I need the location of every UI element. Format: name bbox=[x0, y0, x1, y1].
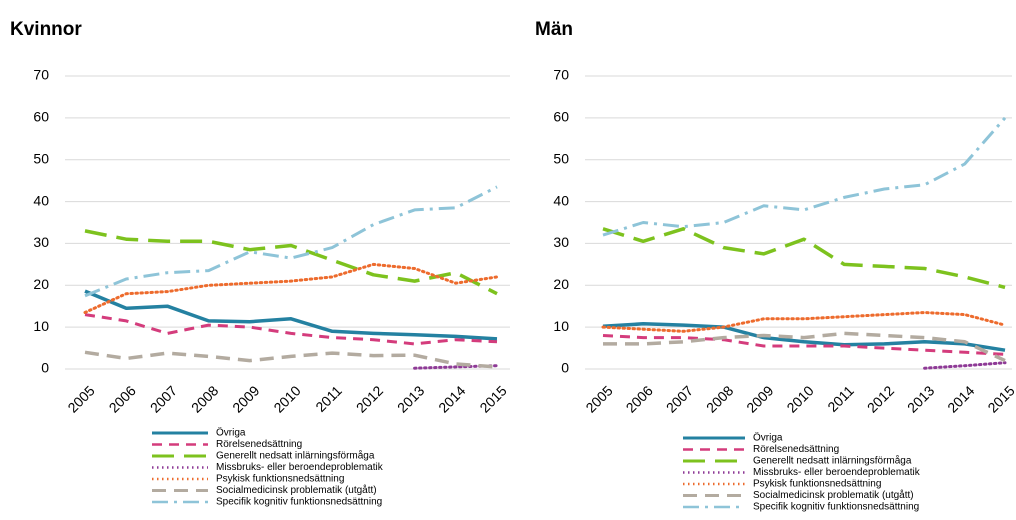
y-tick-label: 40 bbox=[553, 192, 569, 208]
line-series bbox=[84, 229, 498, 296]
line-series bbox=[83, 262, 499, 314]
line-series bbox=[602, 116, 1007, 237]
legend-label: Psykisk funktionsnedsättning bbox=[216, 474, 344, 485]
chart-title: Kvinnor bbox=[10, 19, 82, 40]
legend-label: Socialmedicinsk problematik (utgått) bbox=[216, 484, 377, 496]
line-series bbox=[603, 331, 1006, 363]
y-tick-label: 50 bbox=[553, 150, 569, 166]
y-tick-label: 60 bbox=[553, 109, 569, 125]
line-series bbox=[84, 289, 498, 341]
legend-label: Missbruks- eller beroendeproblematik bbox=[216, 462, 384, 473]
line-series bbox=[84, 350, 498, 369]
x-tick-label: 2014 bbox=[435, 382, 468, 415]
y-tick-label: 40 bbox=[33, 192, 49, 208]
legend-label: Rörelsenedsättning bbox=[753, 444, 839, 455]
y-tick-label: 70 bbox=[553, 67, 569, 83]
legend-label: Missbruks- eller beroendeproblematik bbox=[753, 467, 921, 478]
x-tick-label: 2010 bbox=[783, 382, 816, 415]
x-tick-label: 2005 bbox=[582, 382, 615, 415]
x-tick-label: 2014 bbox=[944, 382, 977, 415]
legend-label: Specifik kognitiv funktionsnedsättning bbox=[216, 497, 382, 508]
x-tick-label: 2006 bbox=[106, 382, 139, 415]
x-tick-label: 2009 bbox=[229, 382, 262, 415]
legend-label: Socialmedicinsk problematik (utgått) bbox=[753, 489, 914, 501]
line-series bbox=[923, 361, 1007, 370]
y-tick-label: 70 bbox=[33, 67, 49, 83]
legend-label: Generellt nedsatt inlärningsförmåga bbox=[753, 455, 912, 467]
x-tick-label: 2006 bbox=[623, 382, 656, 415]
x-tick-label: 2007 bbox=[147, 382, 180, 415]
legend-label: Rörelsenedsättning bbox=[216, 439, 302, 450]
line-series bbox=[601, 311, 1007, 333]
line-series bbox=[602, 227, 1006, 290]
x-tick-label: 2015 bbox=[476, 382, 509, 415]
y-tick-label: 10 bbox=[553, 318, 569, 334]
x-tick-label: 2007 bbox=[663, 382, 696, 415]
legend-label: Generellt nedsatt inlärningsförmåga bbox=[216, 450, 375, 462]
y-tick-label: 20 bbox=[553, 276, 569, 292]
y-tick-label: 50 bbox=[33, 150, 49, 166]
x-tick-label: 2005 bbox=[64, 382, 97, 415]
y-tick-label: 20 bbox=[33, 276, 49, 292]
x-tick-label: 2012 bbox=[864, 382, 897, 415]
x-tick-label: 2009 bbox=[743, 382, 776, 415]
legend-label: Övriga bbox=[216, 427, 246, 439]
x-tick-label: 2008 bbox=[703, 382, 736, 415]
y-tick-label: 0 bbox=[41, 360, 49, 376]
x-tick-label: 2015 bbox=[984, 382, 1016, 415]
legend-label: Övriga bbox=[753, 432, 783, 444]
x-tick-label: 2011 bbox=[312, 382, 345, 415]
x-tick-label: 2011 bbox=[824, 382, 857, 415]
y-tick-label: 30 bbox=[553, 234, 569, 250]
line-series bbox=[84, 185, 498, 298]
legend-label: Specifik kognitiv funktionsnedsättning bbox=[753, 502, 919, 513]
x-tick-label: 2013 bbox=[394, 382, 427, 415]
y-tick-label: 0 bbox=[561, 360, 569, 376]
x-tick-label: 2008 bbox=[188, 382, 221, 415]
y-tick-label: 60 bbox=[33, 109, 49, 125]
y-tick-label: 10 bbox=[33, 318, 49, 334]
line-series bbox=[84, 313, 498, 346]
x-tick-label: 2012 bbox=[353, 382, 386, 415]
legend-label: Psykisk funktionsnedsättning bbox=[753, 479, 881, 490]
chart-title: Män bbox=[535, 19, 573, 40]
x-tick-label: 2013 bbox=[904, 382, 937, 415]
x-tick-label: 2010 bbox=[270, 382, 303, 415]
line-series bbox=[602, 322, 1006, 352]
y-tick-label: 30 bbox=[33, 234, 49, 250]
